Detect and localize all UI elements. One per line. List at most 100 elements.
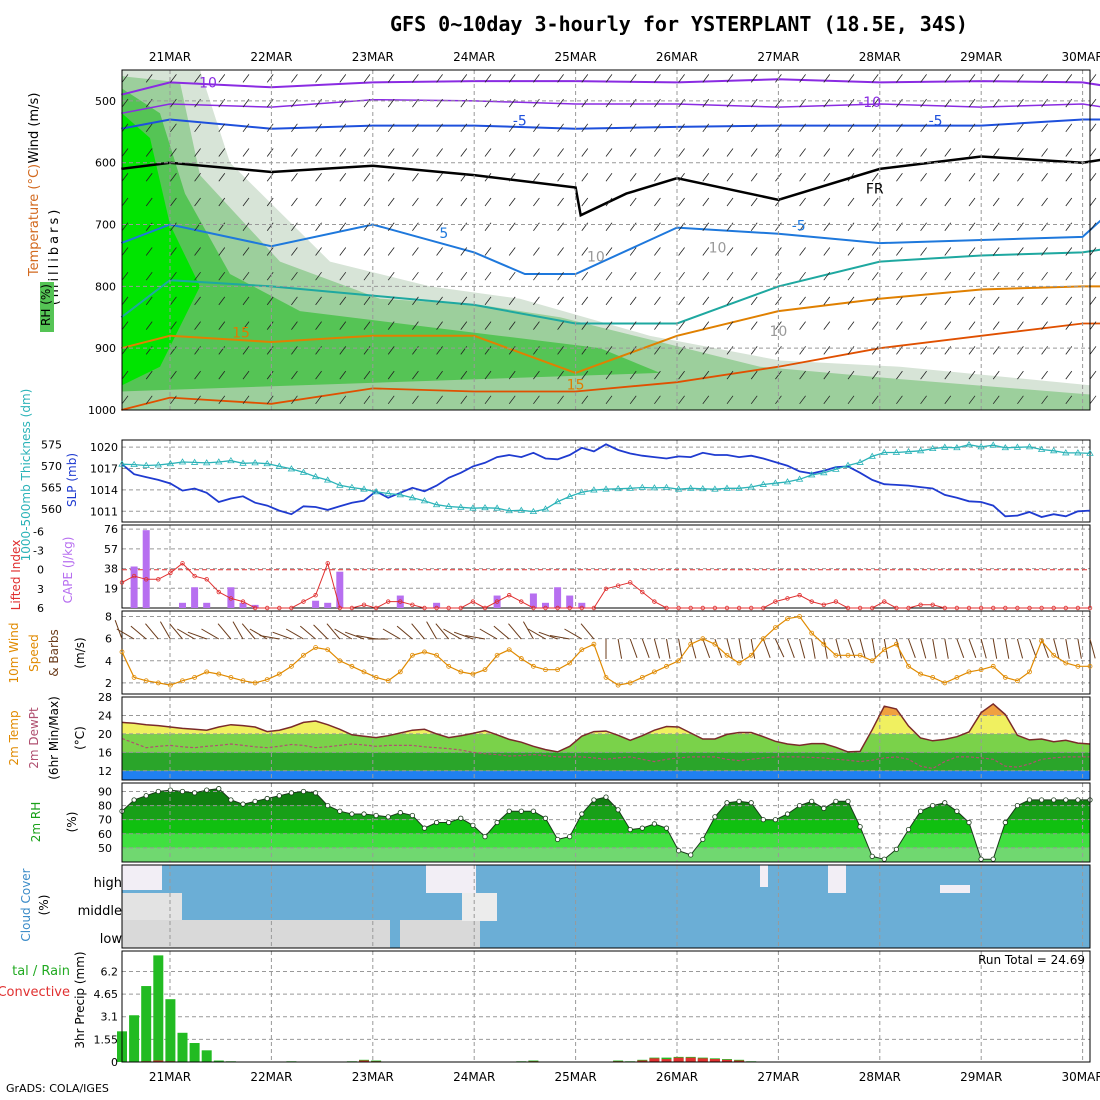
pressure-tick-label: 900 (95, 342, 116, 355)
lifted-index-marker (180, 561, 185, 566)
wind-speed-marker (857, 652, 863, 658)
cloud-high-patch (426, 865, 476, 893)
rh-marker (518, 808, 524, 814)
rh-marker (506, 808, 512, 814)
wind-speed-marker (833, 652, 839, 658)
upper-wind-barb (799, 148, 806, 157)
upper-wind-barb (218, 321, 226, 330)
lifted-index-marker (337, 605, 342, 611)
upper-wind-barb (799, 247, 806, 256)
wind-speed-marker (639, 675, 645, 680)
cape-bar (336, 571, 344, 608)
upper-wind-barb (508, 370, 516, 380)
upper-wind-barb (823, 173, 831, 182)
upper-wind-barb (629, 321, 637, 330)
wind-speed-marker (797, 614, 802, 619)
upper-wind-barb (315, 74, 322, 83)
rh-marker (857, 824, 863, 830)
cape-tick-label: 57 (104, 543, 118, 556)
upper-wind-barb (291, 197, 298, 207)
upper-wind-barb (823, 148, 831, 157)
upper-wind-barb (629, 148, 637, 157)
upper-wind-barb (847, 98, 855, 108)
thickness-marker (965, 440, 973, 448)
upper-wind-barb (484, 74, 492, 83)
upper-wind-barb (750, 222, 758, 231)
lifted-index-marker (591, 605, 597, 611)
rh-marker (433, 819, 440, 826)
upper-wind-barb (605, 222, 613, 231)
thickness-marker (251, 459, 259, 466)
upper-wind-barb (145, 296, 153, 306)
lifted-index-marker (712, 605, 718, 611)
rh-marker (530, 808, 537, 814)
thickness-marker (759, 480, 768, 487)
wind-speed-marker (736, 660, 742, 666)
top-date-label: 30MAR (1062, 50, 1100, 64)
wind-speed-marker (385, 678, 391, 684)
upper-wind-barb (944, 247, 952, 256)
upper-wind-barb (944, 222, 952, 231)
lifted-index-marker (579, 605, 584, 611)
upper-wind-barb (678, 395, 685, 405)
thickness-marker (202, 459, 211, 466)
lifted-index-tick-label: 6 (37, 602, 44, 615)
rh-marker (216, 786, 222, 792)
upper-wind-barb (242, 173, 250, 182)
wind-barb (356, 635, 377, 640)
wind-barb (908, 638, 916, 658)
upper-wind-barb (992, 395, 1000, 405)
upper-wind-barb (992, 271, 1000, 281)
upper-wind-barb (823, 346, 831, 355)
cloud-level-label: low (100, 932, 123, 947)
lifted-index-marker (131, 573, 137, 579)
thickness-tick-label: 560 (41, 503, 62, 516)
upper-wind-barb (968, 98, 976, 108)
upper-wind-barb (291, 123, 298, 133)
upper-wind-barb (1089, 296, 1097, 306)
wind-barb (653, 638, 661, 659)
upper-wind-barb (775, 197, 782, 207)
upper-wind-barb (750, 247, 758, 256)
upper-wind-barb (266, 247, 274, 256)
wind-speed-marker (180, 678, 185, 684)
upper-wind-barb (145, 173, 153, 182)
upper-wind-barb (871, 173, 879, 182)
upper-wind-barb (847, 370, 855, 380)
lifted-index-marker (156, 577, 161, 582)
thickness-marker (1025, 443, 1034, 450)
upper-wind-barb (847, 271, 855, 281)
upper-wind-barb (315, 197, 322, 207)
upper-wind-barb (702, 247, 710, 256)
lifted-index-marker (1039, 605, 1044, 611)
upper-wind-barb (581, 395, 589, 405)
upper-wind-barb (678, 271, 685, 281)
upper-wind-barb (823, 296, 831, 306)
upper-wind-barb (896, 173, 903, 182)
upper-wind-barb (654, 173, 661, 182)
upper-wind-barb (557, 321, 564, 330)
upper-wind-barb (823, 370, 831, 380)
upper-wind-barb (629, 271, 637, 281)
upper-wind-barb (702, 346, 710, 355)
upper-wind-barb (871, 395, 879, 405)
upper-wind-barb (847, 148, 855, 157)
lifted-index-marker (797, 593, 802, 598)
upper-wind-barb (775, 370, 782, 380)
rh-marker (881, 856, 887, 862)
upper-wind-barb (702, 173, 710, 182)
rh-marker (554, 836, 561, 843)
upper-wind-barb (557, 395, 564, 405)
precip-convective-bar (685, 1057, 696, 1062)
precip-convective-bar (153, 1060, 164, 1062)
wind-speed-marker (1002, 675, 1008, 680)
upper-wind-barb (145, 74, 153, 83)
panel-frame (121, 950, 1091, 1063)
rh-marker (155, 788, 161, 795)
rh-marker (760, 817, 766, 823)
upper-wind-barb (121, 321, 129, 330)
upper-wind-barb (266, 370, 274, 380)
upper-wind-barb (170, 98, 177, 108)
rh-marker (373, 812, 379, 819)
lifted-index-marker (1027, 605, 1032, 611)
